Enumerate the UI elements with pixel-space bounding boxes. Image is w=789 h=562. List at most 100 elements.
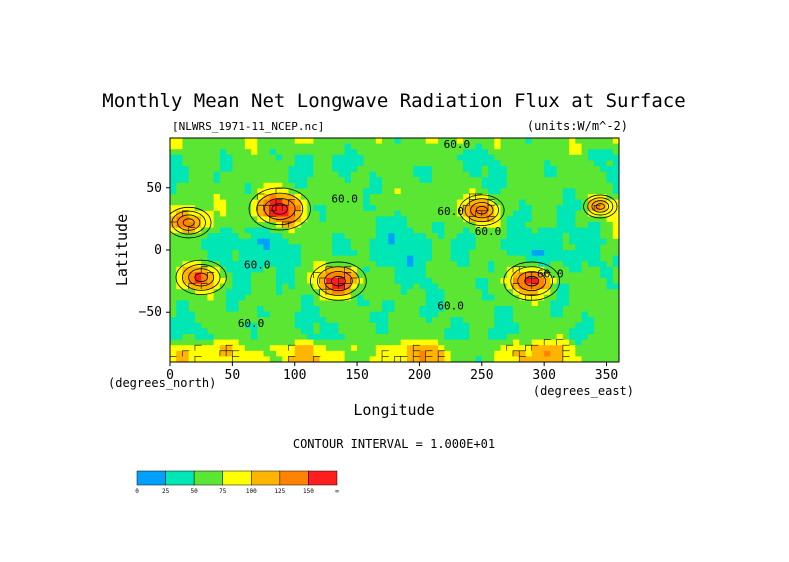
field-cell <box>469 222 477 229</box>
field-cell <box>382 160 389 167</box>
field-cell <box>232 339 240 346</box>
field-cell <box>219 350 228 358</box>
field-cell <box>388 322 396 329</box>
field-cell <box>369 154 377 161</box>
field-cell <box>581 166 589 173</box>
field-cell <box>475 166 483 173</box>
field-cell <box>425 194 433 201</box>
field-cell <box>587 283 595 290</box>
field-cell <box>276 306 283 313</box>
field-cell <box>550 334 558 341</box>
field-cell <box>575 266 583 273</box>
field-cell <box>575 339 583 346</box>
field-cell <box>350 166 358 173</box>
field-cell <box>232 154 240 161</box>
field-cell <box>213 222 221 229</box>
field-cell <box>581 345 589 352</box>
field-cell <box>276 311 283 318</box>
field-cell <box>544 194 552 201</box>
field-cell <box>226 328 233 335</box>
field-cell <box>525 244 533 251</box>
field-cell <box>431 222 439 229</box>
field-cell <box>481 339 489 346</box>
field-cell <box>594 199 601 206</box>
field-cell <box>456 227 464 234</box>
field-cell <box>388 205 396 212</box>
field-cell <box>600 255 608 262</box>
field-cell <box>263 278 271 285</box>
field-cell <box>550 345 558 352</box>
field-cell <box>282 339 290 346</box>
field-cell <box>307 294 315 301</box>
field-cell <box>226 356 233 362</box>
field-cell <box>170 261 177 268</box>
field-cell <box>394 199 402 206</box>
field-cell <box>406 154 414 161</box>
field-cell <box>612 160 619 167</box>
field-cell <box>481 334 489 341</box>
field-cell <box>357 154 364 161</box>
field-cell <box>581 328 589 335</box>
field-cell <box>269 222 277 229</box>
field-cell <box>375 266 383 273</box>
field-cell <box>325 238 333 245</box>
field-cell <box>575 182 583 189</box>
field-cell <box>357 272 364 279</box>
field-cell <box>419 166 427 173</box>
field-cell <box>450 227 458 234</box>
field-cell <box>481 328 489 335</box>
field-cell <box>612 328 619 335</box>
field-cell <box>525 311 533 318</box>
field-cell <box>219 222 227 229</box>
field-cell <box>537 334 545 341</box>
field-cell <box>363 356 371 362</box>
field-cell <box>544 334 552 341</box>
field-cell <box>450 250 458 257</box>
field-cell <box>369 166 377 173</box>
field-cell <box>537 261 545 268</box>
field-cell <box>419 300 427 307</box>
field-cell <box>525 350 533 357</box>
field-cell <box>594 149 601 156</box>
field-cell <box>363 261 371 268</box>
field-cell <box>569 194 576 201</box>
field-cell <box>600 233 608 240</box>
colorbar-level-label: 50 <box>191 488 199 495</box>
field-cell <box>425 222 433 229</box>
field-cell <box>444 216 452 223</box>
field-cell <box>232 255 240 262</box>
field-cell <box>294 283 302 290</box>
field-cell <box>263 300 271 307</box>
field-cell <box>350 182 358 189</box>
field-cell <box>263 272 271 279</box>
field-cell <box>525 227 533 234</box>
field-cell <box>251 300 258 307</box>
field-cell <box>400 166 408 173</box>
field-cell <box>338 222 346 229</box>
field-cell <box>556 199 564 206</box>
field-cell <box>182 334 190 341</box>
field-cell <box>512 143 520 150</box>
field-cell <box>500 216 508 223</box>
field-cell <box>269 278 277 285</box>
field-cell <box>444 160 452 167</box>
field-cell <box>263 177 271 184</box>
field-cell <box>406 238 414 245</box>
field-cell <box>575 272 583 279</box>
field-cell <box>606 233 614 240</box>
field-cell <box>363 350 371 357</box>
field-cell <box>606 244 614 251</box>
field-cell <box>594 171 601 178</box>
field-cell <box>307 149 315 156</box>
field-cell <box>438 311 445 318</box>
field-cell <box>307 255 315 262</box>
field-cell <box>556 317 564 324</box>
field-cell <box>244 138 252 145</box>
field-cell <box>575 205 583 212</box>
field-cell <box>201 317 209 324</box>
field-cell <box>525 171 533 178</box>
field-cell <box>263 294 271 301</box>
field-cell <box>612 238 619 245</box>
field-cell <box>176 244 184 251</box>
field-cell <box>612 294 619 301</box>
